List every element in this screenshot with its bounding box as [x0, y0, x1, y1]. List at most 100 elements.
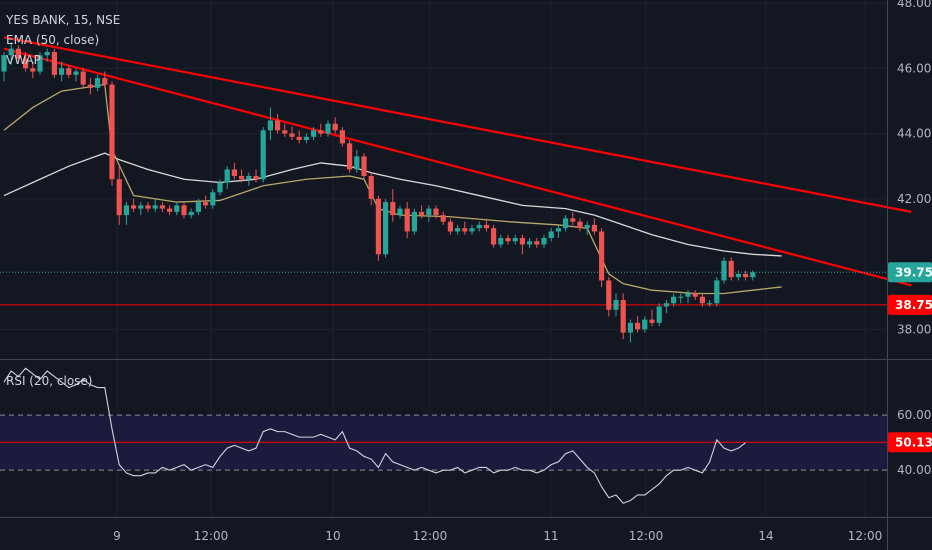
candle[interactable] [23, 51, 29, 72]
candle[interactable] [534, 237, 540, 248]
candle[interactable] [671, 293, 677, 307]
candle[interactable] [411, 208, 417, 235]
candle[interactable] [188, 208, 194, 219]
candle[interactable] [390, 189, 396, 222]
candle[interactable] [656, 303, 662, 327]
candle[interactable] [339, 127, 345, 147]
candle[interactable] [735, 270, 741, 281]
candle[interactable] [138, 202, 144, 216]
candle[interactable] [527, 237, 533, 248]
candle[interactable] [44, 48, 50, 62]
candle[interactable] [354, 149, 360, 173]
candle[interactable] [282, 123, 288, 137]
candle[interactable] [663, 299, 669, 314]
candle[interactable] [80, 68, 86, 88]
candle[interactable] [447, 218, 453, 235]
candle[interactable] [699, 293, 705, 307]
candle[interactable] [116, 166, 122, 225]
candle[interactable] [606, 277, 612, 317]
candle[interactable] [563, 215, 569, 232]
candle[interactable] [455, 224, 461, 235]
candle[interactable] [685, 290, 691, 304]
candle[interactable] [37, 51, 43, 75]
candle[interactable] [66, 65, 72, 79]
candle[interactable] [203, 195, 209, 209]
candle[interactable] [253, 169, 259, 183]
candle[interactable] [678, 293, 684, 304]
candle[interactable] [498, 234, 504, 248]
candle[interactable] [404, 202, 410, 238]
candle[interactable] [743, 270, 749, 281]
candle[interactable] [462, 221, 468, 235]
candle[interactable] [620, 293, 626, 340]
candle[interactable] [347, 140, 353, 173]
candle[interactable] [167, 205, 173, 216]
candle[interactable] [217, 179, 223, 196]
candle[interactable] [627, 319, 633, 343]
candle[interactable] [224, 166, 230, 190]
candle[interactable] [296, 130, 302, 144]
candle[interactable] [109, 81, 115, 186]
candle[interactable] [440, 211, 446, 225]
candle[interactable] [750, 270, 756, 281]
candle[interactable] [195, 198, 201, 216]
candle[interactable] [591, 218, 597, 235]
candle[interactable] [721, 257, 727, 284]
candle[interactable] [469, 224, 475, 235]
candle[interactable] [714, 277, 720, 307]
candle[interactable] [375, 195, 381, 261]
candle[interactable] [159, 202, 165, 212]
candle[interactable] [231, 162, 237, 180]
candle[interactable] [239, 169, 245, 183]
candle[interactable] [519, 234, 525, 255]
candle[interactable] [289, 127, 295, 141]
candle[interactable] [59, 61, 65, 82]
candle[interactable] [174, 202, 180, 216]
candle[interactable] [692, 290, 698, 300]
candle[interactable] [491, 224, 497, 248]
lower-trendline[interactable] [3, 47, 912, 287]
candle[interactable] [30, 61, 36, 79]
candle[interactable] [397, 205, 403, 219]
candle[interactable] [599, 228, 605, 287]
candle[interactable] [642, 316, 648, 333]
candle[interactable] [145, 202, 151, 212]
candle[interactable] [275, 113, 281, 134]
candle[interactable] [577, 218, 583, 232]
candle[interactable] [383, 198, 389, 258]
candle[interactable] [303, 133, 309, 144]
candle[interactable] [318, 123, 324, 137]
candle[interactable] [433, 205, 439, 219]
candle[interactable] [1, 51, 7, 82]
candle[interactable] [246, 172, 252, 186]
candle[interactable] [87, 78, 93, 95]
candle[interactable] [361, 153, 367, 180]
candle[interactable] [95, 74, 101, 92]
candle[interactable] [332, 117, 338, 134]
candle[interactable] [181, 202, 187, 219]
candle[interactable] [152, 198, 158, 212]
candle[interactable] [548, 228, 554, 242]
candle[interactable] [325, 120, 331, 137]
candle[interactable] [476, 221, 482, 232]
candle[interactable] [728, 257, 734, 281]
upper-trendline[interactable] [3, 36, 912, 213]
candle[interactable] [8, 42, 14, 66]
candle[interactable] [613, 293, 619, 317]
candle[interactable] [131, 198, 137, 212]
candle[interactable] [15, 45, 21, 62]
candle[interactable] [260, 127, 266, 183]
candle[interactable] [368, 172, 374, 206]
candle[interactable] [311, 127, 317, 141]
candle[interactable] [426, 205, 432, 222]
candle[interactable] [512, 234, 518, 245]
candle[interactable] [51, 48, 57, 79]
candle[interactable] [483, 218, 489, 232]
candle[interactable] [555, 224, 561, 238]
candle[interactable] [570, 211, 576, 225]
candle[interactable] [419, 205, 425, 219]
candle[interactable] [73, 68, 79, 82]
candle[interactable] [123, 202, 129, 225]
candle[interactable] [102, 71, 108, 88]
